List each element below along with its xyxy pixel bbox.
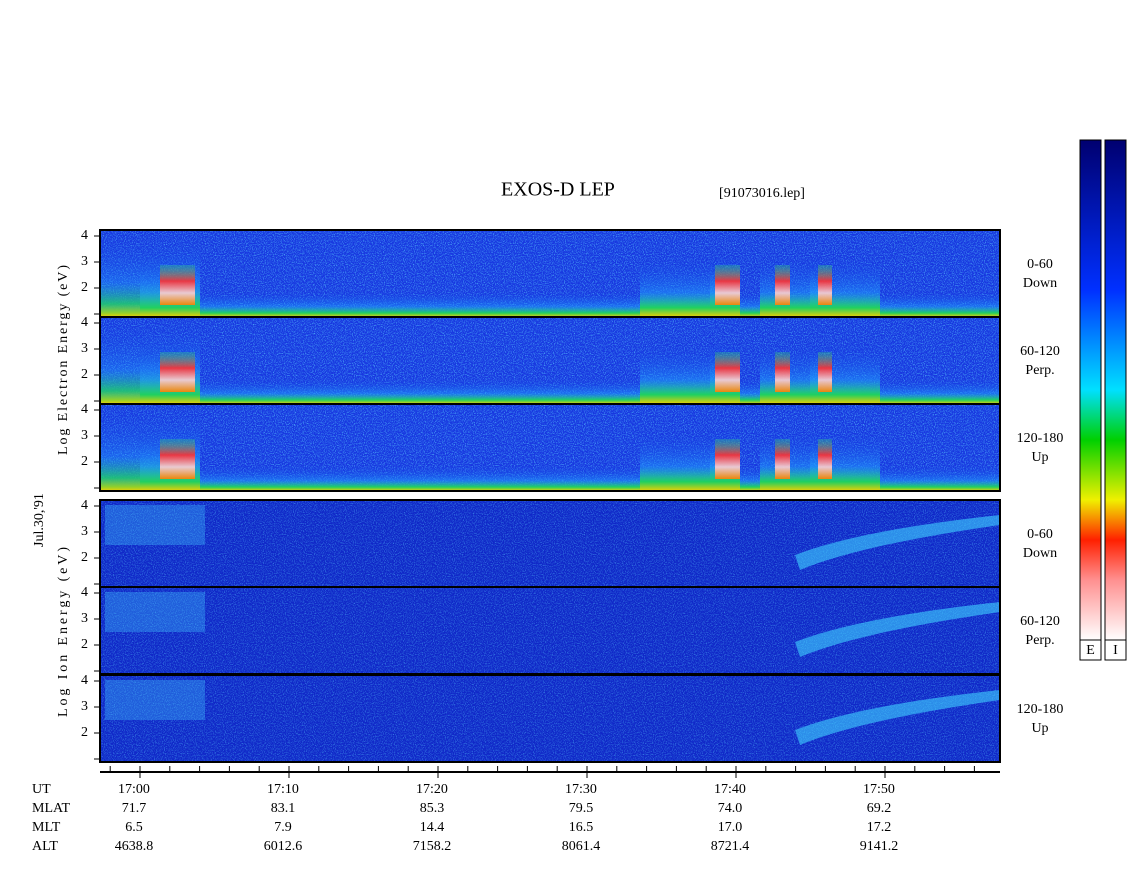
row-value: 6.5 — [125, 820, 143, 835]
pitch-label: 0-60 — [1027, 257, 1053, 272]
row-value: 17:50 — [863, 782, 895, 797]
y-tick-label: 3 — [81, 341, 88, 356]
ion-beam — [795, 690, 1000, 745]
electron-hot — [715, 352, 740, 392]
row-value: 8721.4 — [711, 839, 750, 854]
colorbar-label-box — [1104, 639, 1127, 661]
electron-hot — [775, 439, 790, 479]
ion-axis-label: Log Ion Energy (eV) — [56, 547, 71, 717]
panel-frame — [99, 674, 1001, 763]
row-value: 17:20 — [416, 782, 448, 797]
row-value: 17.2 — [867, 820, 892, 835]
row-value: 14.4 — [420, 820, 445, 835]
pitch-label: 0-60 — [1027, 527, 1053, 542]
electron-hot — [775, 265, 790, 305]
direction-label: Perp. — [1025, 363, 1054, 378]
electron-hot — [818, 352, 832, 392]
y-tick-label: 2 — [81, 637, 88, 652]
electron-hot — [715, 439, 740, 479]
row-value: 8061.4 — [562, 839, 601, 854]
row-value: 17:30 — [565, 782, 597, 797]
y-tick-label: 4 — [81, 402, 88, 417]
y-tick-label: 3 — [81, 699, 88, 714]
y-tick-label: 2 — [81, 280, 88, 295]
row-value: 9141.2 — [860, 839, 899, 854]
time-axis: UT 17:00 17:10 17:20 17:30 17:40 17:50 MLAT 71.7… — [32, 766, 1000, 854]
ion-beam — [795, 515, 1000, 570]
electron-hot — [715, 265, 740, 305]
electron-hot — [160, 352, 195, 392]
y-tick-label: 3 — [81, 254, 88, 269]
ion-patch — [105, 505, 205, 545]
y-tick-label: 3 — [81, 524, 88, 539]
row-value: 7.9 — [274, 820, 292, 835]
row-value: 71.7 — [122, 801, 147, 816]
row-value: 7158.2 — [413, 839, 452, 854]
row-label: ALT — [32, 839, 58, 854]
row-value: 17:10 — [267, 782, 299, 797]
pitch-label: 60-120 — [1020, 344, 1060, 359]
row-value: 79.5 — [569, 801, 594, 816]
electron-hot — [818, 265, 832, 305]
row-label: MLAT — [32, 801, 71, 816]
colorbar — [1104, 139, 1127, 641]
row-value: 17:40 — [714, 782, 746, 797]
ion-patch — [105, 592, 205, 632]
row-value: 74.0 — [718, 801, 743, 816]
panel-frame — [99, 403, 1001, 492]
ion-beam — [795, 602, 1000, 657]
y-tick-label: 4 — [81, 498, 88, 513]
pitch-label: 60-120 — [1020, 614, 1060, 629]
row-value: 69.2 — [867, 801, 892, 816]
date-label: Jul.30,'91 — [32, 493, 47, 547]
file-name: [91073016.lep] — [719, 186, 805, 201]
y-tick-label: 4 — [81, 673, 88, 688]
direction-label: Down — [1023, 546, 1057, 561]
title: EXOS-D LEP — [501, 179, 615, 201]
y-tick-label: 2 — [81, 367, 88, 382]
y-tick-label: 2 — [81, 454, 88, 469]
colorbar-label: E — [1086, 643, 1095, 658]
row-label: MLT — [32, 820, 61, 835]
row-value: 17:00 — [118, 782, 150, 797]
electron-hot — [160, 265, 195, 305]
ion-patch — [105, 680, 205, 720]
row-value: 6012.6 — [264, 839, 303, 854]
colorbar — [1079, 139, 1102, 641]
electron-hot — [160, 439, 195, 479]
direction-label: Up — [1031, 721, 1048, 736]
y-tick-label: 2 — [81, 725, 88, 740]
y-tick-label: 4 — [81, 315, 88, 330]
row-value: 83.1 — [271, 801, 296, 816]
colorbar-label-box — [1079, 639, 1102, 661]
pitch-label: 120-180 — [1017, 702, 1064, 717]
y-tick-label: 4 — [81, 228, 88, 243]
row-value: 4638.8 — [115, 839, 154, 854]
row-value: 85.3 — [420, 801, 445, 816]
y-tick-label: 3 — [81, 428, 88, 443]
colorbar-label: I — [1113, 643, 1118, 658]
direction-label: Perp. — [1025, 633, 1054, 648]
y-tick-label: 4 — [81, 585, 88, 600]
y-tick-label: 2 — [81, 550, 88, 565]
y-tick-label: 3 — [81, 611, 88, 626]
row-label: UT — [32, 782, 51, 797]
electron-hot — [818, 439, 832, 479]
row-value: 16.5 — [569, 820, 594, 835]
row-value: 17.0 — [718, 820, 743, 835]
direction-label: Up — [1031, 450, 1048, 465]
direction-label: Down — [1023, 276, 1057, 291]
electron-hot — [775, 352, 790, 392]
spectrograms: 4 3 2 0-60 Down 4 3 2 60-120 Perp. 4 3 2 120-180 Up 4 3 2… — [81, 228, 1064, 763]
pitch-label: 120-180 — [1017, 431, 1064, 446]
electron-axis-label: Log Electron Energy (eV) — [56, 265, 71, 455]
